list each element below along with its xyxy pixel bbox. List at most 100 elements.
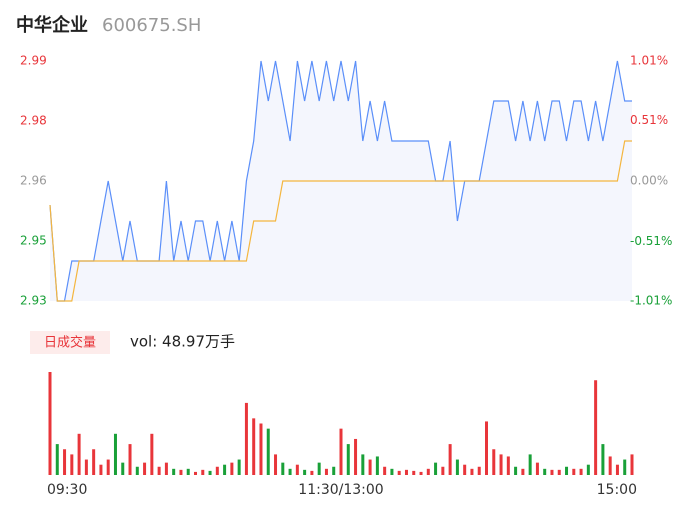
stock-code: 600675.SH <box>102 15 201 36</box>
volume-total: vol: 48.97万手 <box>130 333 235 351</box>
volume-bar <box>572 468 576 475</box>
volume-bar <box>244 402 248 475</box>
volume-bar <box>630 454 634 475</box>
volume-bar <box>303 469 307 475</box>
volume-bar <box>477 466 481 475</box>
volume-bar <box>266 428 270 475</box>
volume-bar <box>150 433 154 475</box>
volume-bar <box>339 428 343 475</box>
volume-bar <box>361 454 365 475</box>
volume-bar <box>419 471 423 475</box>
volume-bar <box>208 470 212 475</box>
volume-bar <box>48 372 52 475</box>
volume-bar <box>281 462 285 475</box>
volume-bar <box>404 469 408 475</box>
volume-bar <box>368 459 372 475</box>
volume-bar <box>135 466 139 475</box>
volume-bar <box>594 380 598 475</box>
volume-bar <box>259 423 263 475</box>
volume-bar <box>157 466 161 475</box>
volume-bar <box>550 469 554 475</box>
y-tick-label: 2.98 <box>20 114 47 128</box>
volume-bar <box>615 464 619 475</box>
volume-bar <box>463 464 467 475</box>
y2-tick-label: 0.00% <box>630 174 668 188</box>
x-tick-label: 15:00 <box>597 482 637 498</box>
volume-bar <box>113 433 117 475</box>
volume-bar <box>223 464 227 475</box>
volume-bar <box>528 454 532 475</box>
volume-bar <box>470 468 474 475</box>
y2-tick-label: -0.51% <box>630 234 672 248</box>
y2-tick-label: 0.51% <box>630 113 668 127</box>
volume-bar <box>608 456 612 475</box>
volume-badge <box>30 331 110 354</box>
volume-bar <box>84 459 88 475</box>
volume-bar <box>383 466 387 475</box>
volume-bar <box>63 449 67 475</box>
volume-bar <box>455 459 459 475</box>
volume-bar <box>579 468 583 475</box>
volume-bar <box>557 469 561 475</box>
volume-bar <box>426 468 430 475</box>
x-tick-label: 09:30 <box>47 482 87 498</box>
y-tick-label: 2.99 <box>20 54 47 68</box>
volume-bar <box>128 444 132 475</box>
volume-bar <box>397 470 401 475</box>
volume-bar <box>77 433 81 475</box>
y2-tick-label: -1.01% <box>630 294 672 308</box>
volume-bar <box>70 454 74 475</box>
volume-bar <box>332 466 336 475</box>
y-tick-label: 2.95 <box>20 234 47 248</box>
volume-bar <box>55 444 59 475</box>
volume-bar <box>499 454 503 475</box>
volume-bar <box>143 462 147 475</box>
volume-bar <box>237 459 241 475</box>
volume-bar <box>485 421 488 475</box>
volume-bar <box>92 449 96 475</box>
volume-bar <box>535 462 539 475</box>
volume-bar <box>201 469 205 475</box>
volume-bar <box>172 468 176 475</box>
volume-bar <box>521 468 525 475</box>
volume-bar <box>434 462 438 475</box>
y-tick-label: 2.93 <box>20 294 47 308</box>
volume-bar <box>623 459 627 475</box>
stock-name: 中华企业 <box>16 14 88 36</box>
volume-badge-label: 日成交量 <box>44 335 96 351</box>
volume-bar <box>99 464 103 475</box>
volume-bar <box>317 462 321 475</box>
volume-bar <box>514 466 518 475</box>
volume-bar <box>194 471 197 475</box>
average-line <box>49 140 632 302</box>
volume-bar <box>586 464 590 475</box>
volume-bar <box>375 456 379 475</box>
y-tick-label: 2.96 <box>20 174 47 188</box>
volume-bar <box>601 444 605 475</box>
volume-bar <box>492 449 496 475</box>
y2-tick-label: 1.01% <box>630 54 668 68</box>
volume-bar <box>412 470 416 475</box>
volume-bar <box>274 454 278 475</box>
volume-bar <box>346 444 350 475</box>
volume-bar <box>106 459 110 475</box>
volume-bar <box>324 468 328 475</box>
volume-bar <box>441 466 445 475</box>
volume-bar <box>186 468 190 475</box>
volume-bar <box>230 462 234 475</box>
volume-bar <box>390 468 394 475</box>
volume-bar <box>565 466 569 475</box>
volume-bar <box>295 464 299 475</box>
volume-bar <box>288 468 292 475</box>
volume-bar <box>215 466 219 475</box>
volume-bar <box>448 444 452 475</box>
x-tick-label: 11:30/13:00 <box>298 482 383 498</box>
volume-bar <box>252 418 256 475</box>
volume-bar <box>121 462 125 475</box>
volume-bar <box>310 470 314 475</box>
volume-bar <box>179 469 183 475</box>
volume-bar <box>164 462 168 475</box>
volume-bar <box>354 438 358 475</box>
volume-bar <box>506 456 510 475</box>
